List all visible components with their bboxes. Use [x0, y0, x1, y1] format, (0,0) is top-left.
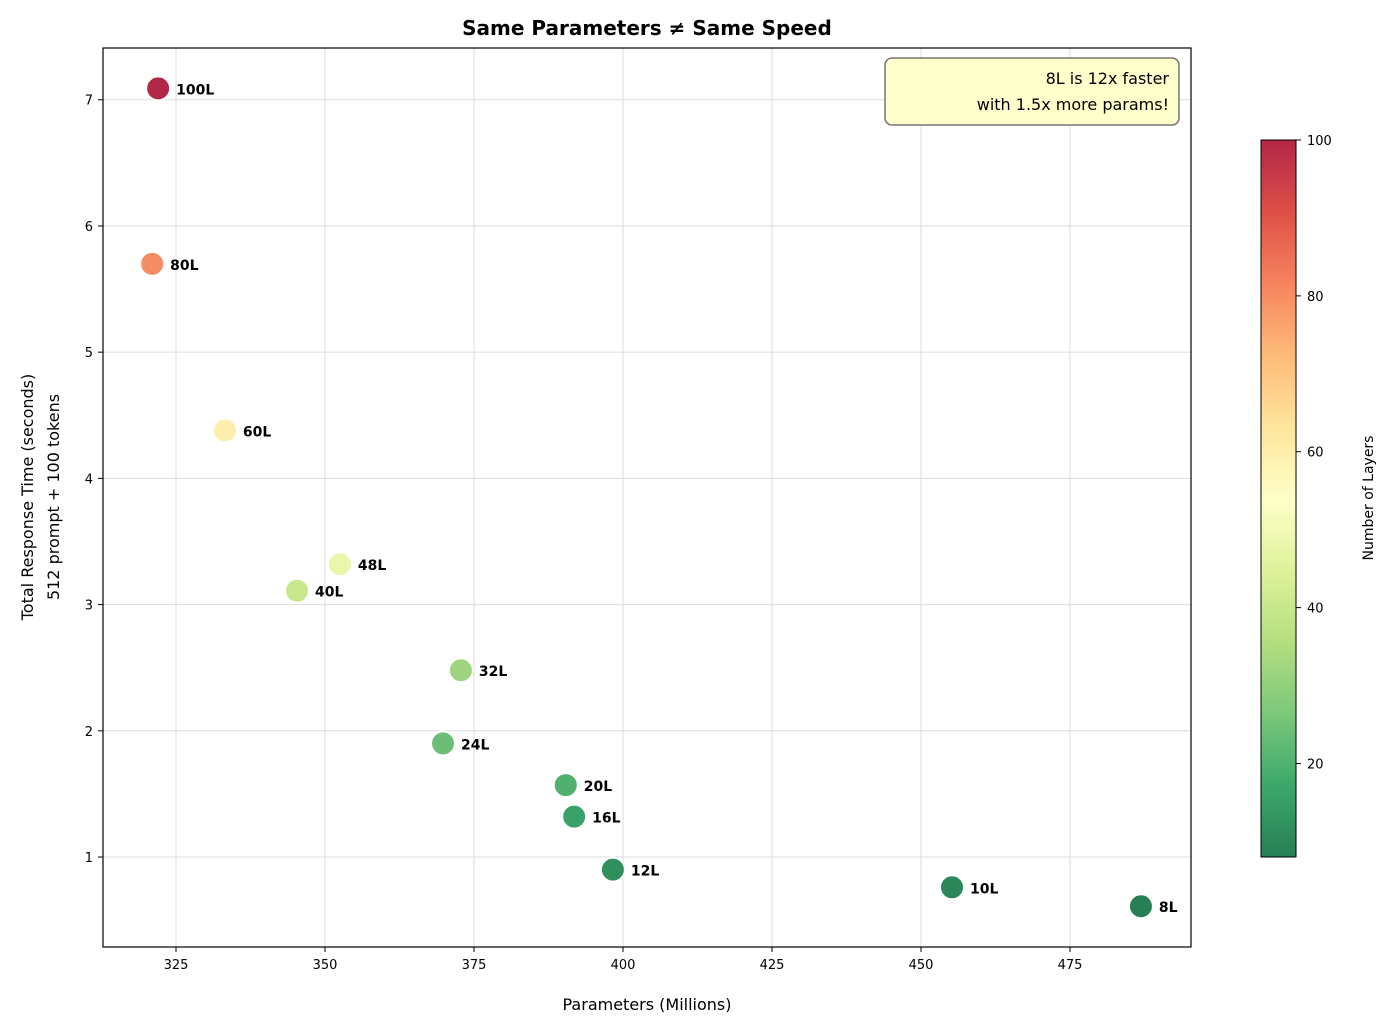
x-tick-label: 350 — [313, 958, 338, 973]
data-point-80L — [139, 250, 166, 277]
point-label-24L: 24L — [461, 737, 489, 753]
y-tick-label: 7 — [85, 94, 93, 109]
data-point-24L — [430, 730, 457, 757]
point-label-48L: 48L — [358, 558, 386, 574]
y-tick-label: 6 — [85, 220, 93, 235]
point-label-12L: 12L — [631, 864, 659, 880]
annotation-box: 8L is 12x faster with 1.5x more params! — [884, 57, 1180, 126]
data-point-40L — [283, 577, 310, 604]
data-point-8L — [1127, 893, 1154, 920]
point-label-32L: 32L — [479, 664, 507, 680]
data-point-16L — [561, 803, 588, 830]
x-tick-label: 375 — [462, 958, 487, 973]
data-point-60L — [211, 417, 238, 444]
annotation-line-2: with 1.5x more params! — [977, 95, 1169, 114]
colorbar-tick-label: 80 — [1307, 290, 1324, 305]
x-tick-label: 450 — [909, 958, 934, 973]
data-point-10L — [939, 874, 966, 901]
x-tick-label: 425 — [760, 958, 785, 973]
point-label-40L: 40L — [315, 585, 343, 601]
plot-frame — [102, 47, 1192, 948]
x-tick-label: 325 — [164, 958, 189, 973]
point-label-80L: 80L — [170, 258, 198, 274]
y-tick-label: 1 — [85, 851, 93, 866]
colorbar-tick-label: 40 — [1307, 602, 1324, 617]
point-label-20L: 20L — [584, 779, 612, 795]
point-label-60L: 60L — [243, 424, 271, 440]
data-point-100L — [145, 75, 172, 102]
x-axis-label: Parameters (Millions) — [563, 995, 732, 1014]
point-label-10L: 10L — [970, 881, 998, 897]
data-point-32L — [447, 657, 474, 684]
chart-title: Same Parameters ≠ Same Speed — [462, 16, 832, 40]
data-point-20L — [552, 772, 579, 799]
colorbar — [1260, 139, 1297, 858]
point-label-8L: 8L — [1159, 900, 1178, 916]
annotation-line-1: 8L is 12x faster — [1046, 69, 1170, 88]
colorbar-tick-label: 60 — [1307, 446, 1324, 461]
y-tick-label: 3 — [85, 599, 93, 614]
y-axis-label-line2: 512 prompt + 100 tokens — [44, 394, 63, 600]
data-point-48L — [326, 551, 353, 578]
y-tick-label: 2 — [85, 725, 93, 740]
point-label-100L: 100L — [176, 82, 214, 98]
colorbar-tick-label: 20 — [1307, 757, 1324, 772]
colorbar-tick-label: 100 — [1307, 134, 1332, 149]
y-axis-label: Total Response Time (seconds) — [18, 374, 37, 622]
data-point-12L — [599, 856, 626, 883]
y-tick-label: 4 — [85, 472, 93, 487]
colorbar-label: Number of Layers — [1361, 436, 1377, 561]
x-tick-label: 475 — [1058, 958, 1083, 973]
y-tick-label: 5 — [85, 346, 93, 361]
x-tick-label: 400 — [611, 958, 636, 973]
point-label-16L: 16L — [592, 811, 620, 827]
